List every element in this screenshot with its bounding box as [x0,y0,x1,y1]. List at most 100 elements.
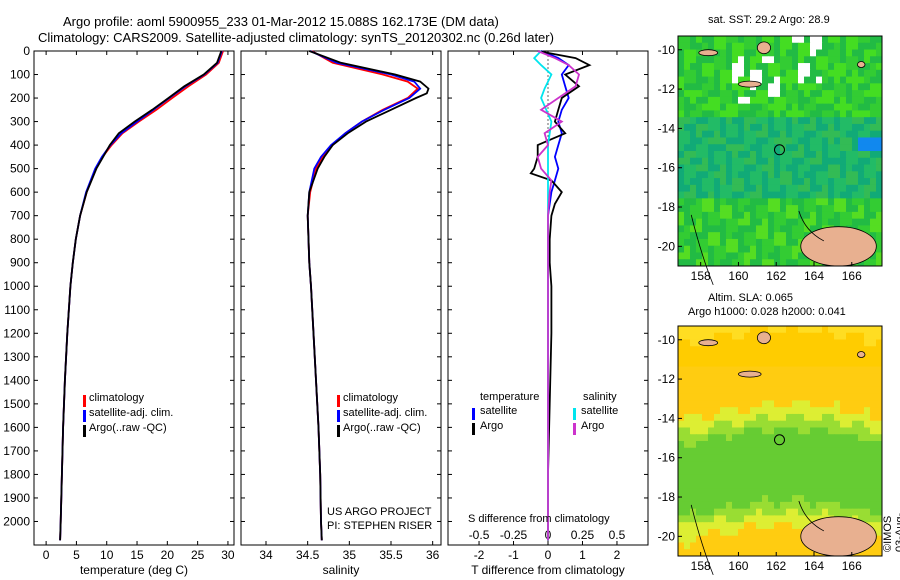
xtick-label: -1 [508,548,519,562]
sst-map-frame [677,35,883,267]
xtick-label: 35 [343,548,357,562]
legend-swatch-satellite [83,410,86,422]
sst-map-title: sat. SST: 29.2 Argo: 28.9 [708,14,830,26]
xtick-label: 20 [161,548,175,562]
sla-map [678,326,883,576]
map-ytick-label: -16 [658,161,676,175]
legend-t-argo: Argo [480,420,504,432]
map-ytick-label: -10 [658,333,676,347]
xaxis-label-differences: T difference from climatology [471,563,625,577]
sla-map-frame [677,325,883,557]
land-patch [857,351,866,358]
legend-swatch-satellite-s [337,410,340,422]
legend-swatch-climatology-s [337,395,340,407]
legend-argo: Argo(..raw -QC) [89,422,167,434]
ytick-label: 1200 [3,326,30,340]
map-ytick-label: -20 [658,529,676,543]
ytick-label: 2000 [3,514,30,528]
map-xtick-label: 164 [804,559,824,573]
ytick-label: 100 [10,68,30,82]
xtick-label: 5 [73,548,80,562]
ytick-label: 1500 [3,397,30,411]
series-line-t-satellite [540,50,570,541]
float-position-marker [773,144,785,156]
map-ytick-label: -18 [658,490,676,504]
ytick-label: 400 [10,138,30,152]
xtick-label: 35.5 [379,548,403,562]
legend-s-argo: Argo [581,420,605,432]
xtick-label: 0 [545,548,552,562]
series-line-t-argo [529,50,592,541]
ytick-label: 1900 [3,491,30,505]
legend-swatch-t-argo [472,423,475,435]
legend-swatch-argo-s [337,425,340,437]
xtick-label: -2 [474,548,485,562]
panel-frame-salinity [240,50,442,546]
map-xtick-label: 160 [728,559,748,573]
stick-label: 0.5 [609,528,626,542]
series-line-argo-raw-qc- [59,50,223,541]
map-ytick-label: -14 [658,411,676,425]
sla-map-title-1: Altim. SLA: 0.065 [708,292,793,304]
xtick-label: 0 [43,548,50,562]
ytick-label: 1600 [3,420,30,434]
stick-label: -0.5 [469,528,490,542]
chart-title-line2: Climatology: CARS2009. Satellite-adjuste… [38,30,554,45]
xaxis-label-salinity: salinity [323,563,360,577]
map-xtick-label: 160 [728,269,748,283]
map-ytick-label: -12 [658,372,676,386]
map-xtick-label: 166 [842,559,862,573]
annotation-project: US ARGO PROJECT [327,506,432,518]
ytick-label: 1800 [3,467,30,481]
map-ytick-label: -10 [658,43,676,57]
ytick-label: 500 [10,162,30,176]
ytick-label: 700 [10,209,30,223]
xaxis-label-temperature: temperature (deg C) [80,563,188,577]
map-xtick-label: 158 [691,559,711,573]
xtick-label: 30 [221,548,235,562]
legend-swatch-climatology [83,395,86,407]
land-patch [857,61,866,68]
legend-s-satellite: satellite [581,405,619,417]
ytick-label: 0 [23,44,30,58]
series-line-s-argo [536,50,581,541]
xtick-label: 10 [100,548,114,562]
float-position-marker [773,434,785,446]
stick-label: 0.25 [571,528,595,542]
ytick-label: 900 [10,256,30,270]
map-xtick-label: 166 [842,269,862,283]
stick-label: -0.25 [500,528,528,542]
map-xtick-label: 158 [691,269,711,283]
sst-map [678,36,883,286]
ytick-label: 800 [10,232,30,246]
sla-map-title-2: Argo h1000: 0.028 h2000: 0.041 [688,306,846,318]
map-ytick-label: -14 [658,121,676,135]
footer-copyright: ©IMOS 03-Aug-2017 13:13:54 [882,512,900,552]
series-line-satellite-adj-clim- [59,50,223,541]
ytick-label: 1100 [4,303,30,317]
series-line-climatology [59,50,224,541]
annotation-pi: PI: STEPHEN RISER [327,520,433,532]
ytick-label: 600 [10,185,30,199]
xtick-label: 15 [130,548,144,562]
map-ytick-label: -12 [658,82,676,96]
land-patch [756,41,771,55]
xtick-label: 34 [259,548,273,562]
legend-swatch-s-satellite [573,408,576,420]
land-patch [738,80,762,88]
legend-climatology: climatology [89,392,145,404]
s-diff-label: S difference from climatology [468,513,610,525]
ytick-label: 1400 [3,373,30,387]
legend-swatch-s-argo [573,423,576,435]
map-ytick-label: -16 [658,451,676,465]
legend-t-satellite: satellite [480,405,518,417]
panel-frame-temperature [33,50,235,546]
ytick-label: 300 [10,115,30,129]
land-patch [738,370,762,378]
legend-title-salinity: salinity [583,391,617,403]
depth-contour [798,500,825,532]
map-ytick-label: -18 [658,200,676,214]
land-patch [756,331,771,345]
map-xtick-label: 162 [766,269,786,283]
